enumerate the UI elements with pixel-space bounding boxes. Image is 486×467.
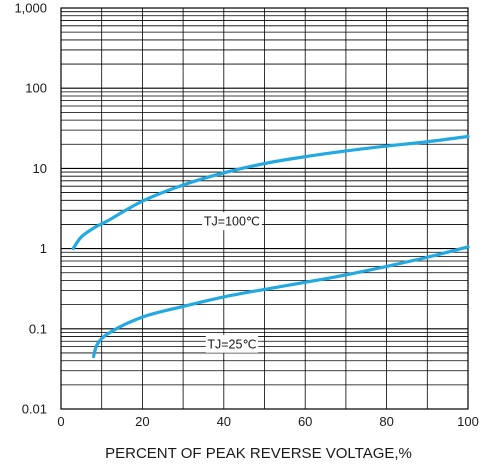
curve-label-bg — [205, 334, 259, 353]
x-axis-title: PERCENT OF PEAK REVERSE VOLTAGE,% — [105, 445, 412, 462]
y-tick-label: 1,000 — [14, 1, 47, 16]
x-tick-label: 80 — [379, 414, 393, 429]
x-tick-label: 0 — [57, 414, 64, 429]
curves — [71, 134, 470, 359]
y-tick-label: 1 — [40, 241, 47, 256]
y-tick-label: 0.01 — [22, 402, 47, 417]
y-tick-label: 10 — [33, 161, 47, 176]
x-tick-label: 20 — [135, 414, 149, 429]
y-tick-labels: 0.01 0.1 1 10 100 1,000 — [14, 1, 47, 417]
curve-label-bg — [202, 212, 262, 231]
y-tick-label: 0.1 — [29, 321, 47, 336]
series-curve — [91, 245, 470, 359]
series-curve — [71, 134, 470, 251]
y-tick-label: 100 — [25, 81, 47, 96]
x-tick-label: 100 — [457, 414, 479, 429]
plot-frame — [60, 7, 469, 410]
x-tick-label: 40 — [217, 414, 231, 429]
x-tick-labels: 0 20 40 60 80 100 — [57, 414, 478, 429]
curve-labels: TJ=100℃ TJ=25℃ — [202, 212, 262, 353]
curve-label: TJ=25℃ — [207, 337, 256, 351]
x-tick-label: 60 — [298, 414, 312, 429]
grid — [61, 8, 468, 410]
curve-label: TJ=100℃ — [204, 215, 260, 229]
